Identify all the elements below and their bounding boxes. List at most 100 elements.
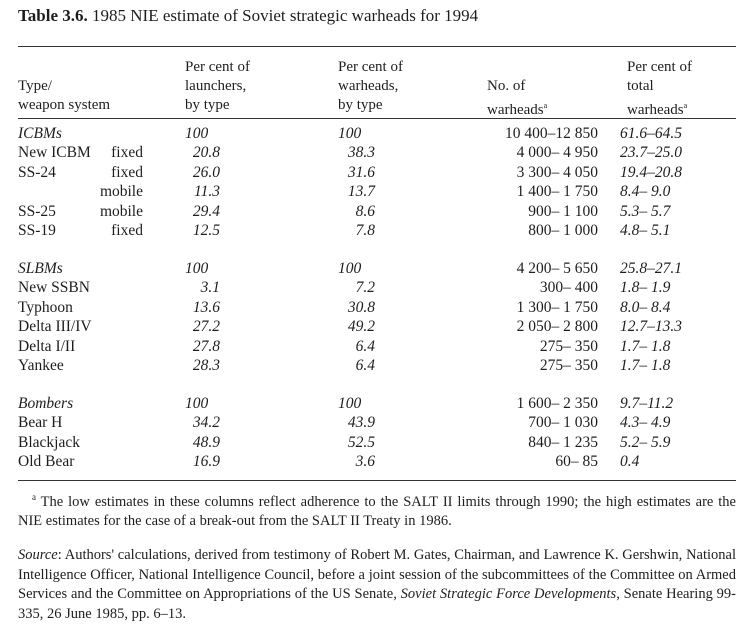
cell-launchers: 12.5 <box>192 222 220 239</box>
source-text: : Authors' calculations, derived from te… <box>18 547 736 602</box>
header-line: Per cent of <box>338 59 403 75</box>
cell-warheads: 3.6 <box>355 453 375 471</box>
header-line: Per cent of <box>627 59 692 75</box>
cell-type: New SSBN <box>18 279 90 297</box>
cell-launchers: 100 <box>185 260 209 277</box>
cell-number: 800– 1 000 <box>528 222 598 239</box>
bottom-rule <box>18 480 736 481</box>
cell-launchers: 48.9 <box>192 433 220 451</box>
cell-number: 1 400– 1 750 <box>516 183 598 201</box>
top-rule <box>18 46 736 47</box>
header-text: warheads <box>487 102 544 118</box>
cell-type: Typhoon <box>18 298 73 316</box>
cell-sub: fixed <box>111 222 143 239</box>
cell-total: 5.3– 5.7 <box>620 202 671 220</box>
header-line: warheads, <box>338 78 399 94</box>
table-row: SS-24 fixed 26.0 31.6 3 300– 4 050 19.4–20.8 <box>0 163 741 182</box>
cell-number: 4 200– 5 650 <box>516 260 598 277</box>
cell-warheads: 38.3 <box>347 144 375 162</box>
cell-total: 4.8– 5.1 <box>620 222 671 239</box>
header-line: weapon system <box>18 97 111 113</box>
cell-total: 5.2– 5.9 <box>620 433 671 451</box>
cell-launchers: 28.3 <box>192 357 220 374</box>
footnote-mark: a <box>32 492 36 502</box>
footnote-mark: a <box>543 101 548 110</box>
table-caption: 1985 NIE estimate of Soviet strategic wa… <box>92 6 479 25</box>
cell-type: ICBMs <box>18 125 62 142</box>
header-text: warheads <box>627 102 684 118</box>
source-text: , Senate Hearing 99-335, 26 June 1985, p… <box>18 586 736 622</box>
header-line: by type <box>185 97 230 113</box>
table-row: Delta I/II 27.8 6.4 275– 350 1.7– 1.8 <box>0 337 741 356</box>
cell-sub: fixed <box>111 144 143 162</box>
cell-type: Yankee <box>18 357 64 374</box>
group-row: Bombers 100 100 1 600– 2 350 9.7–11.2 <box>0 394 741 413</box>
cell-total: 23.7–25.0 <box>620 144 682 162</box>
table-row: Blackjack 48.9 52.5 840– 1 235 5.2– 5.9 <box>0 433 741 452</box>
cell-number: 2 050– 2 800 <box>516 318 598 336</box>
table-label: Table 3.6. <box>18 6 88 25</box>
cell-launchers: 20.8 <box>192 144 220 162</box>
footnote-text: The low estimates in these columns refle… <box>18 493 736 530</box>
cell-total: 1.7– 1.8 <box>620 337 671 355</box>
header-number: No. of warheadsa <box>487 77 547 120</box>
table-row: Bear H 34.2 43.9 700– 1 030 4.3– 4.9 <box>0 413 741 432</box>
cell-number: 700– 1 030 <box>528 414 598 432</box>
cell-warheads: 52.5 <box>347 433 375 451</box>
cell-total: 4.3– 4.9 <box>620 414 671 432</box>
cell-warheads: 6.4 <box>355 337 375 355</box>
table-row: Old Bear 16.9 3.6 60– 85 0.4 <box>0 452 741 471</box>
cell-total: 1.8– 1.9 <box>620 279 671 297</box>
cell-number: 275– 350 <box>539 357 598 374</box>
cell-type: Bear H <box>18 414 63 432</box>
header-line: by type <box>338 97 383 113</box>
cell-number: 275– 350 <box>539 337 598 355</box>
cell-warheads: 8.6 <box>355 202 375 220</box>
cell-number: 300– 400 <box>539 279 598 297</box>
cell-launchers: 100 <box>185 395 209 412</box>
cell-launchers: 11.3 <box>194 183 220 201</box>
table-title: Table 3.6. 1985 NIE estimate of Soviet s… <box>18 6 478 26</box>
cell-launchers: 26.0 <box>192 163 220 181</box>
header-total: Per cent of total warheadsa <box>627 58 692 120</box>
source-note: Source: Authors' calculations, derived f… <box>18 546 736 624</box>
cell-number: 840– 1 235 <box>528 433 598 451</box>
cell-number: 4 000– 4 950 <box>516 144 598 162</box>
cell-launchers: 34.2 <box>192 414 220 432</box>
header-line: No. of <box>487 78 526 94</box>
cell-warheads: 43.9 <box>347 414 375 432</box>
cell-launchers: 27.2 <box>192 318 220 336</box>
cell-warheads: 13.7 <box>347 183 375 201</box>
header-line: total <box>627 78 654 94</box>
group-row: SLBMs 100 100 4 200– 5 650 25.8–27.1 <box>0 259 741 278</box>
cell-total: 25.8–27.1 <box>620 260 682 277</box>
cell-launchers: 16.9 <box>192 453 220 471</box>
cell-total: 9.7–11.2 <box>620 395 674 412</box>
cell-warheads: 100 <box>338 395 362 412</box>
group-row: ICBMs 100 100 10 400–12 850 61.6–64.5 <box>0 124 741 143</box>
table-row: Delta III/IV 27.2 49.2 2 050– 2 800 12.7–13.… <box>0 317 741 336</box>
cell-warheads: 100 <box>338 125 362 142</box>
cell-launchers: 29.4 <box>192 202 220 220</box>
cell-total: 0.4 <box>620 453 640 471</box>
header-launchers: Per cent of launchers, by type <box>185 58 250 115</box>
cell-type: Old Bear <box>18 453 75 471</box>
table-row: New SSBN 3.1 7.2 300– 400 1.8– 1.9 <box>0 278 741 297</box>
cell-type: SLBMs <box>18 260 63 277</box>
cell-type: Blackjack <box>18 433 80 451</box>
source-title: Soviet Strategic Force Developments <box>400 586 617 602</box>
cell-launchers: 3.1 <box>200 279 220 297</box>
header-line: warheadsa <box>487 96 547 120</box>
cell-launchers: 100 <box>185 125 209 142</box>
cell-type: New ICBM <box>18 144 91 162</box>
cell-number: 1 300– 1 750 <box>516 298 598 316</box>
cell-warheads: 6.4 <box>355 357 375 374</box>
header-rule <box>18 118 736 119</box>
cell-type: Bombers <box>18 395 74 412</box>
cell-sub: mobile <box>99 202 143 220</box>
table-row: New ICBM fixed 20.8 38.3 4 000– 4 950 23.7–25… <box>0 143 741 162</box>
table-row: Typhoon 13.6 30.8 1 300– 1 750 8.0– 8.4 <box>0 298 741 317</box>
table-row: SS-25 mobile 29.4 8.6 900– 1 100 5.3– 5.7 <box>0 202 741 221</box>
table-row: SS-19 fixed 12.5 7.8 800– 1 000 4.8– 5.1 <box>0 221 741 240</box>
cell-warheads: 100 <box>338 260 362 277</box>
